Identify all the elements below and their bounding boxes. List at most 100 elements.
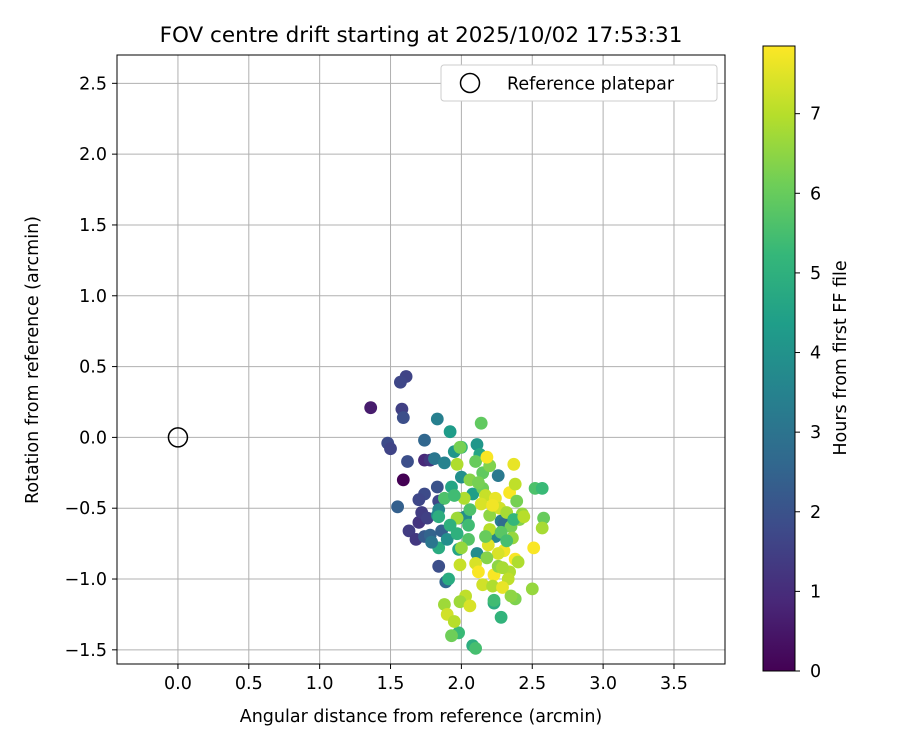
y-tick-label: −1.5 xyxy=(65,641,108,661)
scatter-point xyxy=(527,541,541,555)
reference-marker xyxy=(167,427,189,448)
scatter-point xyxy=(483,508,497,522)
y-tick-label: 1.5 xyxy=(79,216,107,236)
scatter-point xyxy=(469,455,482,468)
scatter-point xyxy=(455,541,468,555)
scatter-point xyxy=(421,511,434,525)
scatter-point xyxy=(412,493,426,507)
x-axis-label: Angular distance from reference (arcmin) xyxy=(240,707,603,727)
scatter-point xyxy=(491,547,505,560)
scatter-point xyxy=(442,572,455,586)
scatter-point xyxy=(470,438,484,451)
scatter-point xyxy=(462,533,475,546)
scatter-point xyxy=(432,510,446,524)
x-tick-label: 3.5 xyxy=(660,674,688,694)
scatter-point xyxy=(430,412,444,426)
x-tick-label: 2.5 xyxy=(518,674,546,694)
scatter-point xyxy=(469,642,482,655)
y-tick-label: 1.0 xyxy=(79,287,107,307)
scatter-point xyxy=(480,450,494,464)
y-tick-label: 0.0 xyxy=(79,428,107,448)
scatter-point xyxy=(450,457,464,471)
colorbar-tick-label: 1 xyxy=(810,582,821,602)
scatter-point xyxy=(511,555,525,569)
x-tick-label: 1.0 xyxy=(306,674,334,694)
scatter-point xyxy=(525,582,539,596)
chart-title: FOV centre drift starting at 2025/10/02 … xyxy=(160,23,683,48)
scatter-point xyxy=(384,442,397,456)
scatter-point xyxy=(402,524,416,538)
scatter-point xyxy=(438,456,451,470)
scatter-point xyxy=(440,533,454,546)
scatter-point xyxy=(450,527,464,541)
scatter-point xyxy=(445,629,458,643)
scatter-point xyxy=(472,565,485,579)
legend-marker xyxy=(459,72,481,94)
y-tick-label: 0.5 xyxy=(79,358,107,378)
scatter-point xyxy=(517,510,531,524)
scatter-point xyxy=(494,610,508,624)
scatter-point xyxy=(453,440,467,454)
colorbar-gradient xyxy=(763,46,795,671)
scatter-point xyxy=(504,589,518,603)
scatter-point xyxy=(472,476,485,490)
scatter-point xyxy=(479,530,492,543)
reference-layer xyxy=(167,427,189,448)
y-tick-label: −1.0 xyxy=(65,570,108,590)
colorbar: 0 1 2 3 4 5 6 7 Hours from first FF file xyxy=(762,45,851,682)
scatter-point xyxy=(432,559,446,573)
scatter-point xyxy=(453,558,467,572)
scatter-point xyxy=(535,521,549,535)
scatter-point xyxy=(430,480,444,494)
scatter-point xyxy=(508,477,522,491)
x-tick-label: 0.0 xyxy=(164,674,192,694)
scatter-point xyxy=(438,491,451,505)
scatter-point xyxy=(428,452,441,465)
scatter-point xyxy=(443,518,457,532)
colorbar-tick-label: 6 xyxy=(810,184,821,204)
scatter-points xyxy=(364,370,550,655)
scatter-point xyxy=(391,500,404,514)
scatter-point xyxy=(364,401,378,415)
colorbar-tick-label: 2 xyxy=(810,503,821,523)
scatter-point xyxy=(457,491,471,505)
scatter-point xyxy=(491,469,505,482)
scatter-point xyxy=(507,457,521,471)
plot-frame xyxy=(116,54,726,665)
scatter-point xyxy=(447,615,461,628)
colorbar-tick-label: 5 xyxy=(810,264,821,284)
scatter-point xyxy=(418,433,431,447)
scatter-point xyxy=(463,503,477,516)
y-tick-label: 2.5 xyxy=(79,74,107,94)
scatter-point xyxy=(401,455,414,468)
scatter-point xyxy=(474,497,488,511)
colorbar-ticks: 0 1 2 3 4 5 6 7 xyxy=(795,105,821,682)
scatter-point xyxy=(480,551,494,565)
colorbar-tick-label: 4 xyxy=(810,344,821,364)
y-axis-label: Rotation from reference (arcmin) xyxy=(23,216,43,504)
colorbar-label: Hours from first FF file xyxy=(831,260,851,455)
scatter-point xyxy=(474,416,488,430)
scatter-point xyxy=(396,473,410,487)
x-tick-label: 1.5 xyxy=(377,674,405,694)
legend: Reference platepar xyxy=(440,64,718,102)
colorbar-frame xyxy=(762,45,796,672)
x-tick-label: 3.0 xyxy=(589,674,617,694)
scatter-point xyxy=(425,535,438,549)
scatter-point xyxy=(537,511,550,525)
legend-box xyxy=(440,64,718,102)
scatter-point xyxy=(462,518,475,532)
scatter-point xyxy=(500,534,514,548)
scatter-point xyxy=(510,494,524,508)
scatter-point xyxy=(486,499,499,512)
y-tick-label: −0.5 xyxy=(65,499,108,519)
colorbar-tick-label: 7 xyxy=(810,105,821,125)
scatter-point xyxy=(507,513,521,526)
scatter-point xyxy=(496,561,509,575)
scatter-point xyxy=(486,579,499,593)
scatter-point xyxy=(535,482,549,495)
scatter-point xyxy=(470,547,484,560)
colorbar-tick-label: 0 xyxy=(810,662,821,682)
